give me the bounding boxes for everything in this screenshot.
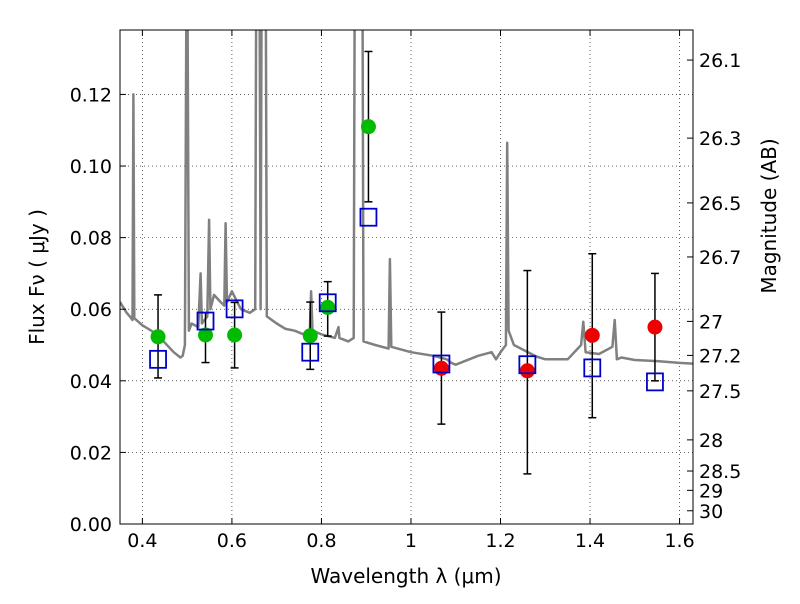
right-tick-label: 29 (699, 480, 723, 502)
model-photometry-square (583, 358, 602, 378)
model-photometry-square (196, 311, 215, 331)
x-tick-label: 1.6 (664, 530, 694, 552)
y-tick-label: 0.08 (70, 228, 112, 250)
y-tick-label: 0.04 (70, 371, 112, 393)
x-tick-label: 0.8 (306, 530, 336, 552)
right-tick-label: 27.2 (699, 345, 741, 367)
data-point (150, 329, 166, 345)
model-photometry-square (301, 342, 320, 362)
y-axis-label: Flux Fν ( μJy ) (25, 209, 49, 345)
right-tick-label: 26.5 (699, 193, 741, 215)
data-point (227, 327, 243, 343)
data-point (519, 363, 535, 379)
right-tick-label: 26.1 (699, 50, 741, 72)
model-photometry-square (149, 349, 167, 369)
model-photometry-square (318, 293, 337, 313)
model-photometry-square (646, 372, 664, 392)
data-point (320, 299, 336, 315)
x-tick-label: 0.6 (217, 530, 247, 552)
plot-frame (119, 29, 694, 525)
x-axis-label: Wavelength λ (μm) (310, 564, 501, 588)
x-tick-label: 1.2 (485, 530, 515, 552)
model-photometry-square (518, 355, 537, 375)
y-tick-label: 0.02 (70, 442, 112, 464)
model-photometry-square (432, 354, 451, 374)
y-tick-label: 0.06 (70, 299, 112, 321)
right-tick-label: 26.3 (699, 128, 741, 150)
right-tick-label: 28.5 (699, 461, 741, 483)
data-point (647, 319, 663, 335)
x-tick-label: 1.4 (575, 530, 605, 552)
right-tick-label: 26.7 (699, 247, 741, 269)
right-tick-label: 30 (699, 501, 723, 523)
x-tick-label: 0.4 (127, 530, 157, 552)
data-point (584, 327, 600, 343)
model-photometry-square (225, 299, 244, 319)
axis-ticks: 0.4 0.6 0.8 1 1.2 1.4 1.6 0.00 0.02 0.04 0.06 0.08 0… (70, 30, 741, 552)
data-point (302, 328, 318, 344)
right-tick-label: 27 (699, 311, 723, 333)
data-point (198, 327, 214, 343)
right-tick-label: 27.5 (699, 381, 741, 403)
x-tick-label: 1 (405, 530, 417, 552)
y-tick-label: 0.12 (70, 84, 112, 106)
model-photometry-square (359, 207, 378, 227)
y-tick-label: 0.00 (70, 514, 112, 536)
data-point (360, 119, 376, 135)
markers (149, 119, 664, 392)
y-tick-label: 0.10 (70, 156, 112, 178)
right-tick-label: 28 (699, 430, 723, 452)
data-point (433, 360, 449, 376)
right-axis-label: Magnitude (AB) (757, 138, 781, 293)
